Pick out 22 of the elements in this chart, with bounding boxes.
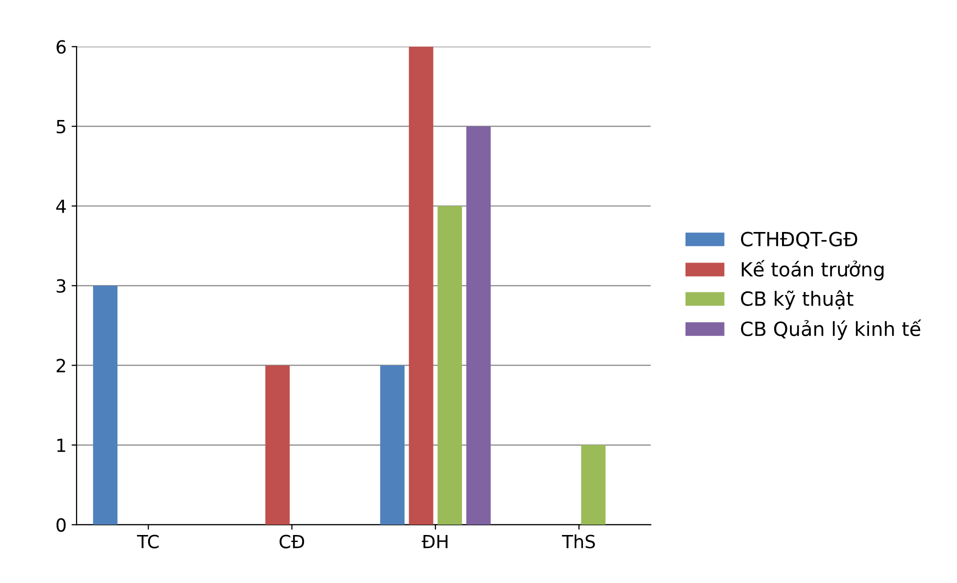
bar [408,46,434,525]
x-tick-label: TC [136,534,159,548]
x-tick-label: ThS [562,534,595,548]
x-tick-label: ĐH [422,534,448,548]
bar [380,365,405,525]
legend-label: CB kỹ thuật [741,290,854,310]
y-tick-label: 6 [56,40,66,54]
bar [466,126,491,525]
legend-label: Kế toán trưởng [742,260,884,280]
y-tick-label: 4 [56,200,66,213]
x-tick-label: CĐ [280,534,304,548]
bar [93,286,118,525]
bar [438,206,462,525]
legend-label: CB Quản lý kinh tế [741,319,922,340]
bar [581,445,606,525]
bar [265,365,290,525]
y-tick-label: 3 [56,279,66,293]
y-tick-label: 2 [56,358,66,372]
legend-label: CTHĐQT-GĐ [741,232,858,249]
y-tick-label: 5 [56,120,66,134]
y-tick-label: 0 [56,518,66,532]
y-tick-label: 1 [57,438,66,452]
